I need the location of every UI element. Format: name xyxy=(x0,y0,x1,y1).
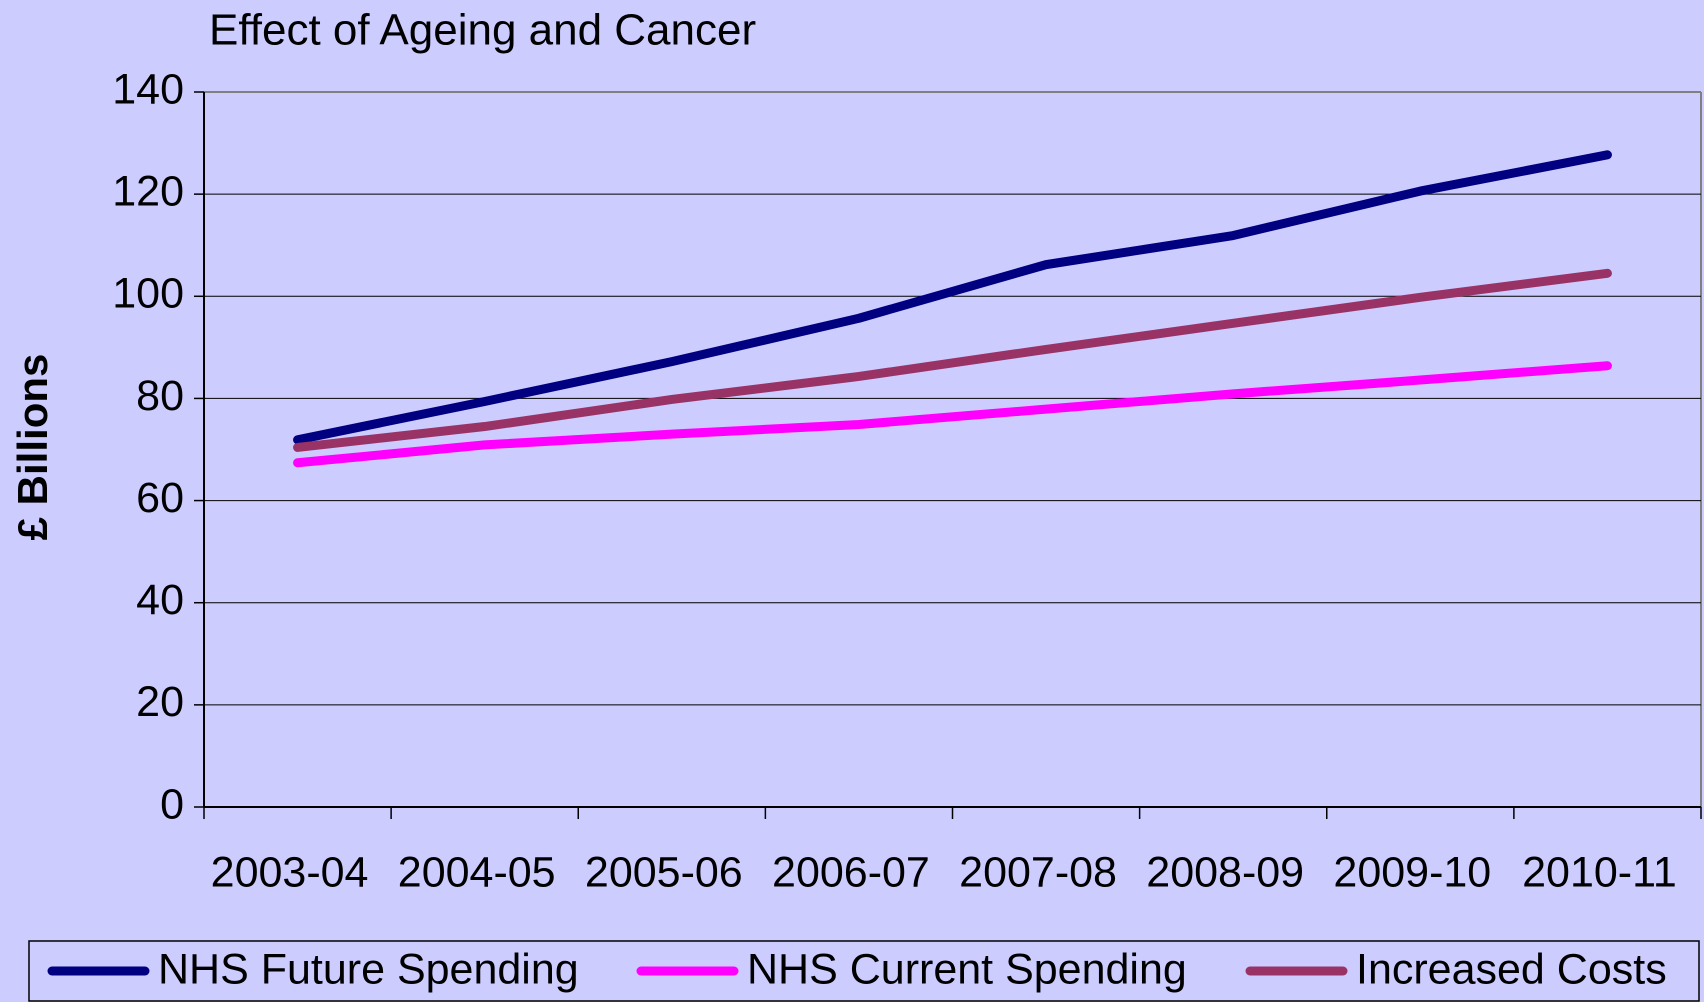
y-tick-label: 80 xyxy=(136,372,184,420)
y-tick-label: 120 xyxy=(112,168,184,216)
series-line xyxy=(293,268,1612,452)
x-tick-label: 2009-10 xyxy=(1333,848,1491,896)
y-axis-label: £ Billions xyxy=(9,354,56,541)
legend-label: NHS Future Spending xyxy=(158,945,579,993)
y-tick-label: 100 xyxy=(112,270,184,318)
legend-label: NHS Current Spending xyxy=(747,945,1187,993)
series-line xyxy=(293,361,1612,468)
y-tick-label: 60 xyxy=(136,474,184,522)
y-tick-label: 140 xyxy=(112,65,184,113)
x-tick-label: 2007-08 xyxy=(959,848,1117,896)
x-tick-label: 2010-11 xyxy=(1522,848,1677,896)
chart-title: Effect of Ageing and Cancer xyxy=(209,6,756,55)
series-line xyxy=(293,150,1612,445)
y-tick-label: 40 xyxy=(136,576,184,624)
y-tick-label: 0 xyxy=(160,780,184,828)
x-tick-label: 2006-07 xyxy=(772,848,930,896)
x-tick-label: 2003-04 xyxy=(211,848,369,896)
legend-label: Increased Costs xyxy=(1356,945,1667,993)
x-tick-label: 2004-05 xyxy=(398,848,556,896)
x-tick-label: 2008-09 xyxy=(1146,848,1304,896)
x-tick-label: 2005-06 xyxy=(585,848,743,896)
legend-box xyxy=(28,940,1700,1002)
y-tick-label: 20 xyxy=(136,678,184,726)
